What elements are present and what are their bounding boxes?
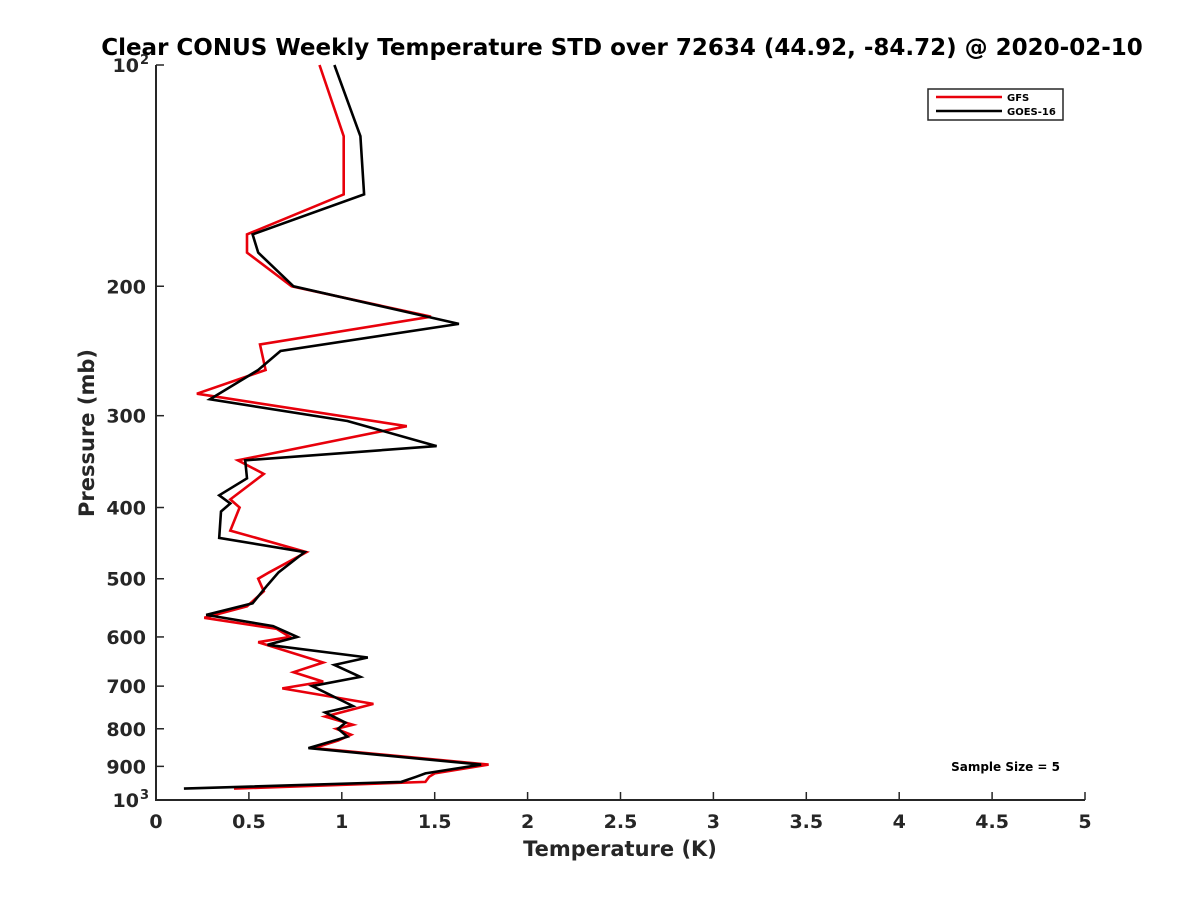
x-tick-label: 3.5: [789, 811, 823, 833]
legend-label-goes-16: GOES-16: [1007, 107, 1056, 118]
y-tick-label: 600: [106, 627, 146, 649]
y-tick-label: 700: [106, 676, 146, 698]
legend-box: [927, 88, 1064, 121]
y-tick-label: 10: [113, 55, 139, 77]
y-tick-label: 200: [106, 276, 146, 298]
y-tick-label: 800: [106, 719, 146, 741]
x-tick-label: 0.5: [232, 811, 266, 833]
x-tick-label: 4: [893, 811, 906, 833]
x-tick-label: 4.5: [975, 811, 1009, 833]
sample-size-annotation: Sample Size = 5: [951, 760, 1060, 774]
x-tick-label: 5: [1078, 811, 1091, 833]
y-tick-label: 10: [113, 790, 139, 812]
y-tick-label: 900: [106, 756, 146, 778]
y-tick-label: 400: [106, 498, 146, 520]
legend-label-gfs: GFS: [1007, 93, 1029, 104]
y-tick-label: 300: [106, 406, 146, 428]
x-tick-label: 2.5: [604, 811, 638, 833]
x-tick-label: 3: [707, 811, 720, 833]
x-axis-label: Temperature (K): [523, 837, 717, 861]
y-axis-label: Pressure (mb): [75, 349, 99, 517]
x-tick-label: 2: [521, 811, 534, 833]
y-tick-exponent: 2: [140, 53, 149, 68]
series-line-goes-16: [183, 64, 482, 790]
y-tick-exponent: 3: [140, 788, 149, 803]
legend: GFS GOES-16: [927, 88, 1064, 121]
chart-title: Clear CONUS Weekly Temperature STD over …: [101, 35, 1143, 61]
axes-frame: [155, 65, 1085, 801]
x-tick-label: 0: [149, 811, 162, 833]
x-tick-label: 1: [335, 811, 348, 833]
y-tick-label: 500: [106, 569, 146, 591]
x-tick-label: 1.5: [418, 811, 452, 833]
